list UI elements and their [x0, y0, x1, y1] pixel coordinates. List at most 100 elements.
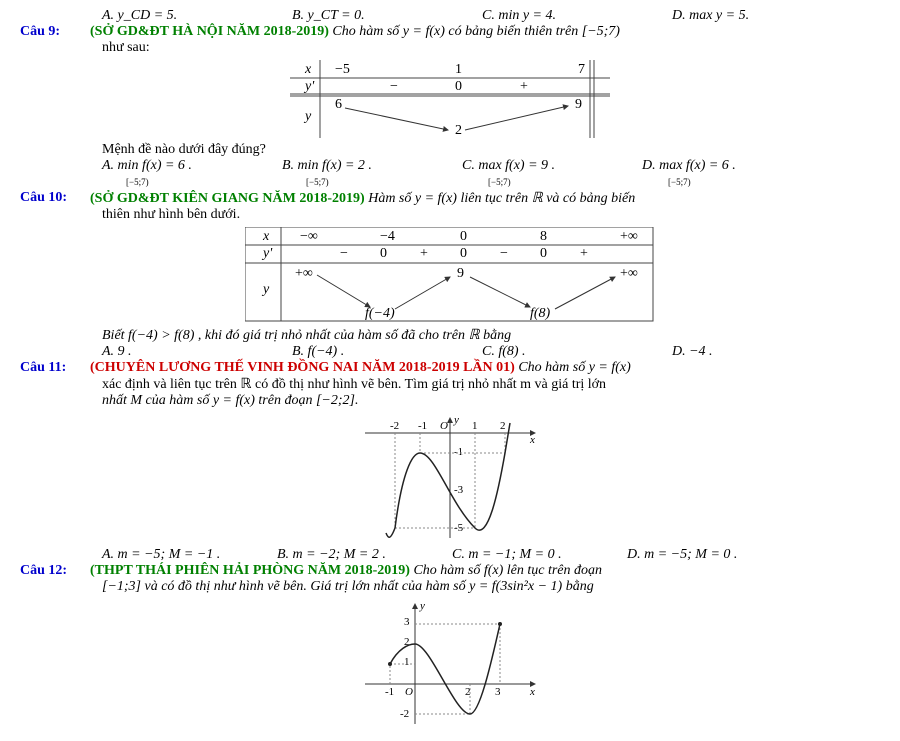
svg-text:-3: -3: [454, 484, 464, 496]
q12-label: Câu 12:: [20, 563, 90, 579]
q10-table: x y' y −∞ −4 0 8 +∞ − 0 + 0 − 0 + +∞ 9 +…: [20, 227, 880, 323]
q11-optA: A. m = −5; M = −1 .: [102, 547, 252, 563]
svg-text:-2: -2: [390, 420, 399, 432]
q12-line2: [−1;3] và có đồ thị như hình vẽ bên. Giá…: [102, 579, 880, 595]
svg-text:0: 0: [455, 79, 462, 94]
q10-optB: B. f(−4) .: [292, 344, 442, 360]
svg-text:-2: -2: [400, 708, 409, 720]
q12-body: (THPT THÁI PHIÊN HẢI PHÒNG NĂM 2018-2019…: [90, 563, 880, 579]
svg-text:+∞: +∞: [620, 229, 638, 244]
svg-text:0: 0: [540, 246, 547, 261]
svg-text:x: x: [529, 686, 535, 698]
svg-text:−: −: [340, 246, 348, 261]
svg-text:2: 2: [455, 123, 462, 138]
q9-optD: D. max f(x) = 6 . [−5;7): [642, 158, 792, 190]
q9-optC: C. max f(x) = 9 . [−5;7): [462, 158, 612, 190]
svg-text:3: 3: [404, 616, 410, 628]
opt-D: D. max y = 5.: [672, 8, 822, 24]
svg-text:O: O: [440, 420, 448, 432]
svg-text:1: 1: [472, 420, 478, 432]
q9-optB: B. min f(x) = 2 . [−5;7): [282, 158, 432, 190]
svg-text:+∞: +∞: [620, 266, 638, 281]
q11-options: A. m = −5; M = −1 . B. m = −2; M = 2 . C…: [90, 547, 880, 563]
q11-label: Câu 11:: [20, 360, 90, 376]
opt-A: A. y_CD = 5.: [102, 8, 252, 24]
svg-text:x: x: [529, 434, 535, 446]
q9-options: A. min f(x) = 6 . [−5;7) B. min f(x) = 2…: [90, 158, 880, 190]
q10: Câu 10: (SỞ GD&ĐT KIÊN GIANG NĂM 2018-20…: [20, 190, 880, 207]
svg-text:-1: -1: [454, 446, 463, 458]
svg-text:-1: -1: [418, 420, 427, 432]
q11-line3: nhất M của hàm số y = f(x) trên đoạn [−2…: [102, 393, 880, 409]
svg-text:+: +: [420, 246, 428, 261]
q11-source: (CHUYÊN LƯƠNG THẾ VINH ĐỒNG NAI NĂM 2018…: [90, 360, 515, 375]
svg-text:x: x: [262, 229, 270, 244]
q12-graph: O y x -1 2 3 1 2 3 -2: [20, 599, 880, 729]
q9-source: (SỞ GD&ĐT HÀ NỘI NĂM 2018-2019): [90, 24, 329, 39]
opt-C: C. min y = 4.: [482, 8, 632, 24]
svg-text:3: 3: [495, 686, 501, 698]
svg-text:−4: −4: [380, 229, 395, 244]
svg-text:y': y': [303, 79, 315, 94]
q10-after: Biết f(−4) > f(8) , khi đó giá trị nhỏ n…: [102, 327, 880, 344]
q10-source: (SỞ GD&ĐT KIÊN GIANG NĂM 2018-2019): [90, 191, 365, 206]
svg-text:+∞: +∞: [295, 266, 313, 281]
q9-label: Câu 9:: [20, 24, 90, 40]
svg-text:y: y: [453, 414, 459, 426]
q11-optB: B. m = −2; M = 2 .: [277, 547, 427, 563]
q10-line2: thiên như hình bên dưới.: [102, 207, 880, 223]
svg-text:9: 9: [575, 97, 582, 112]
q10-label: Câu 10:: [20, 190, 90, 206]
svg-text:−5: −5: [335, 62, 350, 77]
svg-text:f(8): f(8): [530, 306, 551, 321]
q11-line2: xác định và liên tục trên ℝ có đồ thị nh…: [102, 376, 880, 393]
svg-text:-1: -1: [385, 686, 394, 698]
q9-body: (SỞ GD&ĐT HÀ NỘI NĂM 2018-2019) Cho hàm …: [90, 24, 880, 40]
svg-text:y: y: [303, 109, 312, 124]
opt-B: B. y_CT = 0.: [292, 8, 442, 24]
svg-text:1: 1: [455, 62, 462, 77]
svg-text:0: 0: [460, 229, 467, 244]
svg-text:8: 8: [540, 229, 547, 244]
svg-text:O: O: [405, 686, 413, 698]
svg-text:y: y: [419, 600, 425, 612]
q11-graph: O y x -2 -1 1 2 -1 -3 -5: [20, 413, 880, 543]
q12-source: (THPT THÁI PHIÊN HẢI PHÒNG NĂM 2018-2019…: [90, 563, 410, 578]
q10-optA: A. 9 .: [102, 344, 252, 360]
q12: Câu 12: (THPT THÁI PHIÊN HẢI PHÒNG NĂM 2…: [20, 563, 880, 579]
svg-text:9: 9: [457, 266, 464, 281]
q9-optA: A. min f(x) = 6 . [−5;7): [102, 158, 252, 190]
q10-intro: Hàm số y = f(x) liên tục trên ℝ và có bả…: [368, 191, 635, 206]
q9-line2: như sau:: [102, 40, 880, 56]
svg-text:0: 0: [380, 246, 387, 261]
svg-text:x: x: [304, 62, 312, 77]
svg-text:1: 1: [404, 656, 410, 668]
q9-question: Mệnh đề nào dưới đây đúng?: [102, 142, 880, 158]
svg-text:0: 0: [460, 246, 467, 261]
q10-optD: D. −4 .: [672, 344, 822, 360]
svg-text:−∞: −∞: [300, 229, 318, 244]
svg-text:−: −: [390, 79, 398, 94]
q11: Câu 11: (CHUYÊN LƯƠNG THẾ VINH ĐỒNG NAI …: [20, 360, 880, 376]
svg-text:y: y: [261, 282, 270, 297]
svg-text:y': y': [261, 246, 273, 261]
q11-optC: C. m = −1; M = 0 .: [452, 547, 602, 563]
q10-body: (SỞ GD&ĐT KIÊN GIANG NĂM 2018-2019) Hàm …: [90, 190, 880, 207]
q11-body: (CHUYÊN LƯƠNG THẾ VINH ĐỒNG NAI NĂM 2018…: [90, 360, 880, 376]
svg-text:+: +: [580, 246, 588, 261]
q10-optC: C. f(8) .: [482, 344, 632, 360]
q9: Câu 9: (SỞ GD&ĐT HÀ NỘI NĂM 2018-2019) C…: [20, 24, 880, 40]
svg-text:−: −: [500, 246, 508, 261]
svg-text:7: 7: [578, 62, 585, 77]
svg-text:6: 6: [335, 97, 342, 112]
q11-optD: D. m = −5; M = 0 .: [627, 547, 777, 563]
q9-intro: Cho hàm số y = f(x) có bảng biến thiên t…: [332, 24, 620, 39]
q10-options: A. 9 . B. f(−4) . C. f(8) . D. −4 .: [90, 344, 880, 360]
svg-text:2: 2: [500, 420, 506, 432]
q12-intro: Cho hàm số f(x) lên tục trên đoạn: [413, 563, 602, 578]
q9-table: x y' y −5 1 7 − 0 + 6 2 9: [20, 60, 880, 138]
svg-text:+: +: [520, 79, 528, 94]
svg-text:f(−4): f(−4): [365, 306, 395, 321]
top-option-row: A. y_CD = 5. B. y_CT = 0. C. min y = 4. …: [90, 8, 880, 24]
q11-intro: Cho hàm số y = f(x): [518, 360, 631, 375]
